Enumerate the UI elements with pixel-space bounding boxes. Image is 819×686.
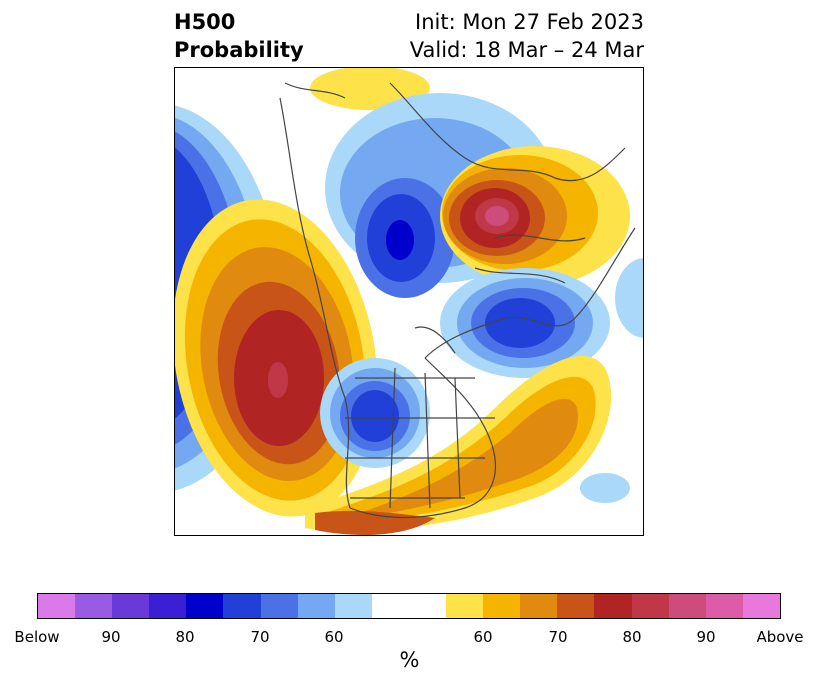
probability-map bbox=[175, 68, 643, 535]
valid-range: Valid: 18 Mar – 24 Mar bbox=[409, 38, 644, 62]
colorbar-tick: 60 bbox=[324, 628, 344, 646]
colorbar-tick: Above bbox=[756, 628, 804, 646]
title-left: H500 Probability bbox=[174, 8, 304, 64]
colorbar-segment-above bbox=[705, 594, 743, 618]
title-right: Init: Mon 27 Feb 2023 Valid: 18 Mar – 24… bbox=[410, 8, 644, 64]
colorbar-segment-above bbox=[483, 594, 521, 618]
colorbar-tick: Below bbox=[14, 628, 60, 646]
colorbar-tick: 70 bbox=[548, 628, 568, 646]
colorbar-segment-below bbox=[149, 594, 187, 618]
init-date: Init: Mon 27 Feb 2023 bbox=[415, 10, 644, 34]
colorbar-tick: 80 bbox=[175, 628, 195, 646]
colorbar-tick: 90 bbox=[696, 628, 716, 646]
colorbar-segment-above bbox=[631, 594, 669, 618]
colorbar-segment-above bbox=[520, 594, 558, 618]
colorbar-segment-below bbox=[112, 594, 150, 618]
colorbar-segment-below bbox=[260, 594, 298, 618]
colorbar-segment-below bbox=[38, 594, 76, 618]
product-label: Probability bbox=[174, 38, 304, 62]
anomaly-fills bbox=[175, 68, 643, 535]
anomaly-central-canada-trough bbox=[320, 358, 430, 468]
colorbar-segment-above bbox=[742, 594, 780, 618]
colorbar-segment-neutral bbox=[371, 594, 447, 618]
anomaly-siberia-ridge bbox=[440, 146, 630, 286]
colorbar-segment-above bbox=[446, 594, 484, 618]
colorbar-segment-below bbox=[223, 594, 261, 618]
colorbar-segment-above bbox=[594, 594, 632, 618]
colorbar-tick: 60 bbox=[473, 628, 493, 646]
anomaly-europe-trough bbox=[440, 258, 643, 378]
colorbar-segment-below bbox=[75, 594, 113, 618]
colorbar-tick: 90 bbox=[101, 628, 121, 646]
colorbar-segment-below bbox=[186, 594, 224, 618]
colorbar-unit: % bbox=[399, 648, 420, 672]
coastlines bbox=[279, 82, 636, 519]
colorbar-segment-below bbox=[334, 594, 372, 618]
colorbar bbox=[37, 593, 781, 619]
colorbar-tick: 70 bbox=[250, 628, 270, 646]
colorbar-tick: 80 bbox=[622, 628, 642, 646]
colorbar-segment-below bbox=[297, 594, 335, 618]
colorbar-segment-above bbox=[557, 594, 595, 618]
field-label: H500 bbox=[174, 10, 236, 34]
colorbar-segment-above bbox=[668, 594, 706, 618]
map-panel bbox=[174, 67, 644, 536]
